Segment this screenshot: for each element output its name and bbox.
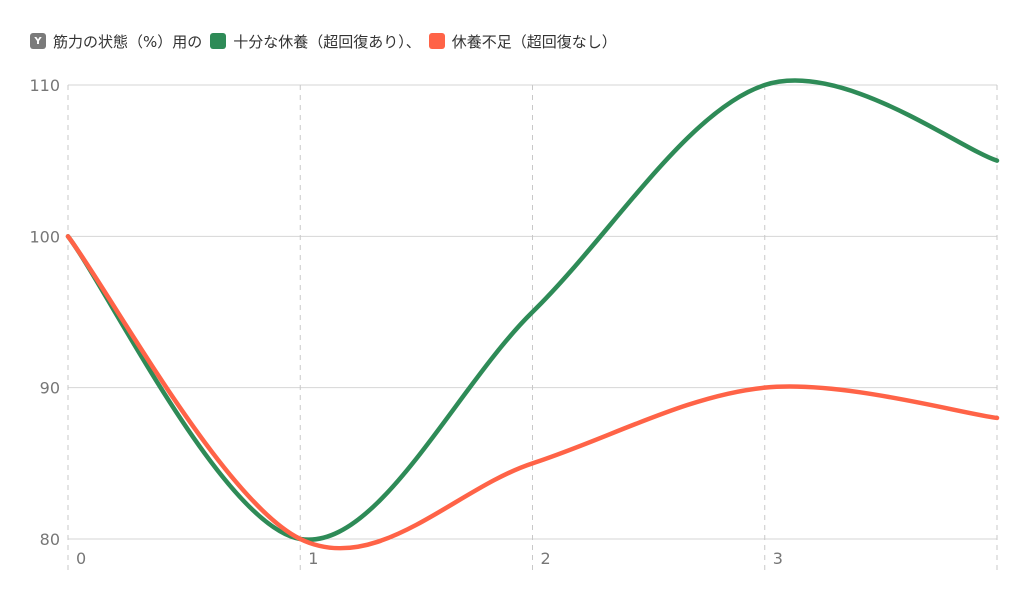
x-tick-label: 3 <box>773 549 783 568</box>
legend-y-axis: Y 筋力の状態（%）用の <box>30 31 202 52</box>
y-tick-label: 90 <box>40 379 60 398</box>
x-tick-label: 1 <box>308 549 318 568</box>
series-line-0 <box>65 78 1000 542</box>
x-tick-label: 2 <box>541 549 551 568</box>
series-lines <box>65 78 1000 551</box>
y-tick-label: 100 <box>29 227 60 246</box>
legend-item-series-0[interactable]: 十分な休養（超回復あり）、 <box>210 31 421 52</box>
y-tick-label: 110 <box>29 76 60 95</box>
legend-label-series-0: 十分な休養（超回復あり）、 <box>233 32 421 51</box>
x-tick-label: 0 <box>76 549 86 568</box>
y-axis-legend-text: 筋力の状態（%）用の <box>53 32 203 51</box>
legend: Y 筋力の状態（%）用の 十分な休養（超回復あり）、 休養不足（超回復なし） <box>30 30 617 52</box>
tick-labels: 80 90 100 110 0 1 2 3 <box>29 76 782 568</box>
grid <box>67 84 998 572</box>
legend-swatch-series-0 <box>210 33 227 49</box>
legend-label-series-1: 休養不足（超回復なし） <box>451 32 617 51</box>
legend-swatch-series-1 <box>428 33 445 49</box>
y-axis-badge-icon: Y <box>30 33 46 49</box>
y-tick-label: 80 <box>40 530 60 549</box>
legend-item-series-1[interactable]: 休養不足（超回復なし） <box>428 31 617 52</box>
series-line-1 <box>65 234 1000 551</box>
